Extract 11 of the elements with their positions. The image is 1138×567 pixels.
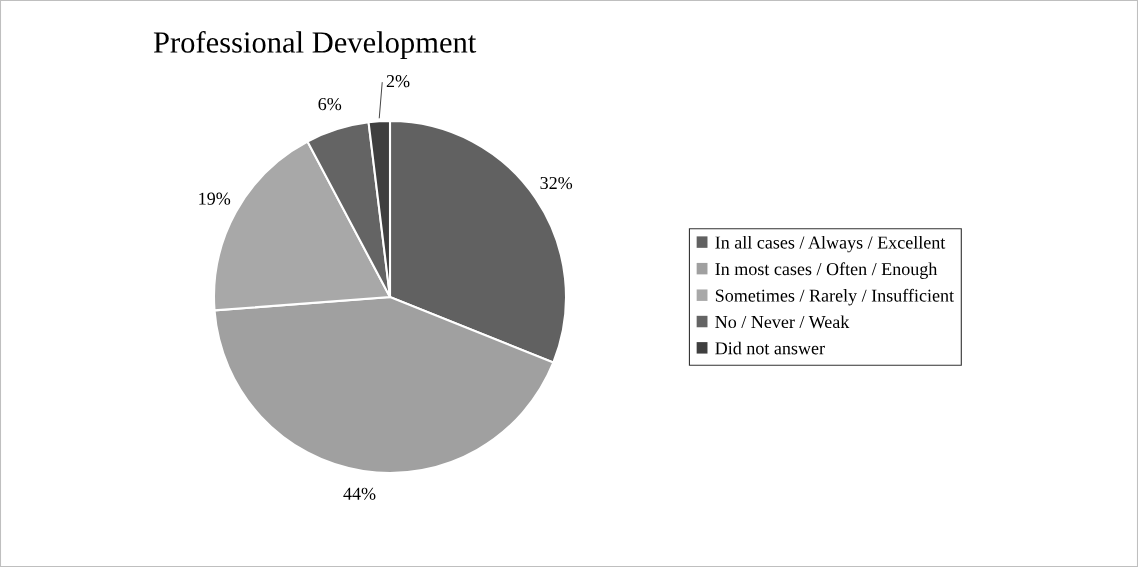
legend-label: In most cases / Often / Enough	[715, 262, 938, 279]
data-label: 6%	[318, 97, 342, 111]
chart-title: Professional Development	[153, 30, 477, 60]
data-label: 2%	[386, 75, 410, 88]
data-label: 19%	[199, 192, 231, 205]
data-label: 32%	[540, 176, 573, 190]
data-label: 44%	[343, 487, 376, 500]
legend-label: No / Never / Weak	[715, 315, 850, 329]
legend-label: Did not answer	[715, 341, 825, 355]
legend-label: In all cases / Always / Excellent	[715, 235, 946, 253]
legend-label: Sometimes / Rarely / Insufficient	[715, 288, 954, 306]
